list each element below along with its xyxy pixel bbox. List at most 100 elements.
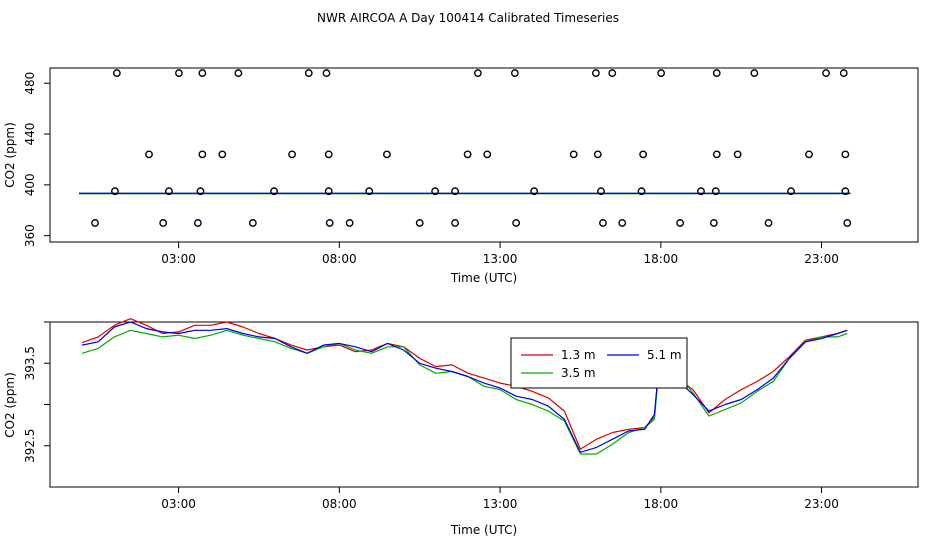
data-point-45 (91, 219, 99, 227)
legend: 1.3 m 3.5 m 5.1 m (510, 337, 688, 389)
data-point-13 (822, 69, 830, 77)
data-point-33 (270, 187, 278, 196)
data-point-35 (365, 187, 374, 196)
data-point-11 (712, 69, 721, 77)
data-point-4 (304, 69, 313, 77)
data-point-50 (345, 219, 354, 227)
x-tick-label-0-4: 23:00 (804, 252, 839, 266)
data-point-48 (248, 219, 257, 227)
data-point-14 (839, 69, 848, 77)
data-point-31 (165, 187, 173, 196)
y-axis-label-2: CO2 (ppm) (3, 372, 17, 438)
data-point-7 (510, 69, 519, 77)
y-tick-label-1-2: 393.5 (23, 346, 37, 380)
data-point-59 (843, 219, 852, 227)
data-point-52 (451, 219, 459, 227)
data-point-55 (618, 219, 627, 227)
data-point-27 (733, 150, 742, 159)
x-axis-2: 03:00 08:00 13:00 18:00 23:00 (161, 487, 839, 511)
y-tick-label-0-3: 480 (23, 72, 37, 95)
data-point-56 (676, 219, 685, 227)
page-title: NWR AIRCOA A Day 100414 Calibrated Times… (317, 11, 619, 25)
data-point-17 (218, 150, 227, 159)
data-point-23 (569, 150, 578, 159)
data-point-47 (193, 219, 202, 227)
data-point-49 (325, 219, 334, 227)
data-point-38 (530, 187, 539, 196)
y-tick-label-1-0: 392.5 (23, 429, 37, 463)
data-point-21 (463, 150, 472, 159)
x-tick-label-1-2: 13:00 (483, 497, 518, 511)
scatter-marks (78, 69, 852, 227)
data-point-41 (697, 187, 705, 196)
panel-scatter: 360 400 440 480 03:00 08:00 13:00 18:00 23:00 T… (3, 67, 919, 285)
legend-box (510, 337, 688, 389)
data-point-1 (175, 69, 183, 77)
legend-label-3-5m: 3.5 m (561, 366, 596, 380)
data-point-12 (750, 69, 759, 77)
data-point-51 (415, 219, 424, 227)
y-axis-2: 392.5 393.5 (23, 321, 50, 463)
data-point-58 (764, 219, 773, 227)
data-point-6 (473, 69, 482, 77)
legend-label-1-3m: 1.3 m (561, 348, 596, 362)
data-point-10 (657, 69, 666, 77)
data-point-25 (639, 150, 648, 159)
data-point-36 (431, 187, 440, 196)
x-axis-label-1: Time (UTC) (450, 271, 517, 285)
data-point-3 (234, 69, 243, 77)
data-point-28 (805, 150, 813, 159)
data-point-43 (787, 187, 795, 196)
x-tick-label-1-3: 18:00 (644, 497, 679, 511)
data-point-57 (709, 219, 718, 227)
data-point-24 (593, 150, 602, 159)
x-tick-label-1-0: 03:00 (161, 497, 196, 511)
data-point-39 (597, 187, 605, 196)
data-point-9 (608, 69, 617, 77)
data-point-54 (599, 219, 607, 227)
panel-lines: 392.5 393.5 03:00 08:00 13:00 18:00 23:00 Tim… (3, 318, 919, 537)
series-line-5-1-m (81, 321, 848, 453)
series-line-3-5-m (81, 329, 848, 455)
data-point-15 (145, 150, 153, 159)
line-marks (81, 318, 848, 455)
legend-label-5-1m: 5.1 m (647, 348, 682, 362)
x-axis-1: 03:00 08:00 13:00 18:00 23:00 (161, 242, 839, 266)
data-point-44 (841, 187, 850, 196)
data-point-18 (288, 150, 296, 159)
data-point-0 (112, 69, 121, 77)
y-tick-label-0-1: 400 (23, 173, 37, 196)
x-tick-label-0-0: 03:00 (161, 252, 196, 266)
data-point-42 (711, 187, 720, 196)
data-point-22 (483, 150, 492, 159)
data-point-26 (712, 150, 721, 159)
data-point-46 (159, 219, 168, 227)
data-point-19 (324, 150, 333, 159)
data-point-8 (591, 69, 600, 77)
data-point-30 (111, 187, 119, 196)
y-tick-label-0-2: 440 (23, 123, 37, 146)
x-tick-label-1-1: 08:00 (322, 497, 357, 511)
data-point-20 (383, 150, 391, 159)
data-point-16 (198, 150, 207, 159)
data-point-53 (512, 219, 521, 227)
data-point-29 (841, 150, 850, 159)
data-point-32 (196, 187, 205, 196)
y-axis-1: 360 400 440 480 (23, 72, 50, 247)
x-tick-label-0-3: 18:00 (644, 252, 679, 266)
data-point-40 (637, 187, 646, 196)
x-tick-label-0-1: 08:00 (322, 252, 357, 266)
y-tick-label-0-0: 360 (23, 224, 37, 247)
plot-frame-1 (49, 67, 919, 243)
data-point-2 (198, 69, 207, 77)
x-tick-label-0-2: 13:00 (483, 252, 518, 266)
data-point-37 (451, 187, 459, 196)
series-line-1-3-m (81, 318, 848, 450)
data-point-34 (324, 187, 333, 196)
data-point-5 (322, 69, 331, 77)
x-axis-label-2: Time (UTC) (450, 523, 517, 537)
y-axis-label-1: CO2 (ppm) (3, 122, 17, 188)
x-tick-label-1-4: 23:00 (804, 497, 839, 511)
